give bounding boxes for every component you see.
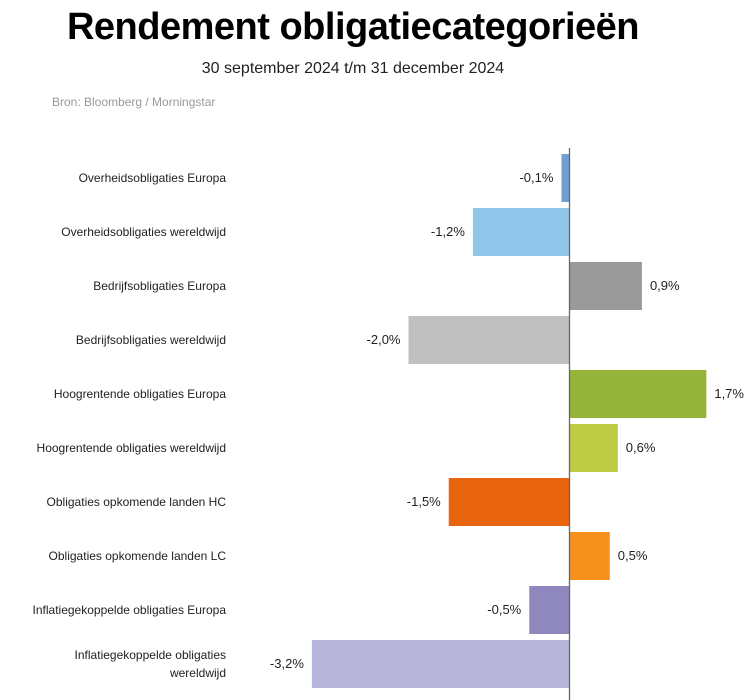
category-label: Obligaties opkomende landen LC bbox=[49, 549, 227, 563]
bar bbox=[311, 640, 570, 688]
category-label: Overheidsobligaties Europa bbox=[79, 171, 227, 185]
category-label: Obligaties opkomende landen HC bbox=[47, 495, 227, 509]
data-label: -0,1% bbox=[519, 170, 553, 185]
data-label: -3,2% bbox=[270, 656, 304, 671]
category-label: Bedrijfsobligaties Europa bbox=[93, 279, 226, 293]
data-label: -1,2% bbox=[431, 224, 465, 239]
category-label: Bedrijfsobligaties wereldwijd bbox=[76, 333, 226, 347]
category-label: Hoogrentende obligaties wereldwijd bbox=[37, 441, 226, 455]
category-label: Inflatiegekoppelde obligaties Europa bbox=[33, 603, 227, 617]
chart-source: Bron: Bloomberg / Morningstar bbox=[52, 95, 216, 109]
bar bbox=[569, 532, 610, 580]
category-label: wereldwijd bbox=[169, 666, 226, 680]
bar bbox=[408, 316, 570, 364]
data-label: 0,6% bbox=[626, 440, 656, 455]
bar bbox=[569, 424, 618, 472]
bar bbox=[448, 478, 570, 526]
data-label: -0,5% bbox=[487, 602, 521, 617]
data-label: -2,0% bbox=[367, 332, 401, 347]
data-label: 0,5% bbox=[618, 548, 648, 563]
chart-subtitle: 30 september 2024 t/m 31 december 2024 bbox=[201, 60, 505, 77]
data-label: 1,7% bbox=[714, 386, 744, 401]
category-label: Overheidsobligaties wereldwijd bbox=[61, 225, 226, 239]
bar bbox=[529, 586, 570, 634]
data-label: 0,9% bbox=[650, 278, 680, 293]
data-label: -1,5% bbox=[407, 494, 441, 509]
category-label: Inflatiegekoppelde obligaties bbox=[75, 648, 226, 662]
bar bbox=[561, 154, 570, 202]
bar bbox=[569, 370, 707, 418]
bar bbox=[569, 262, 642, 310]
category-label: Hoogrentende obligaties Europa bbox=[54, 387, 226, 401]
bar bbox=[472, 208, 570, 256]
chart-title: Rendement obligatiecategorieën bbox=[66, 6, 640, 48]
